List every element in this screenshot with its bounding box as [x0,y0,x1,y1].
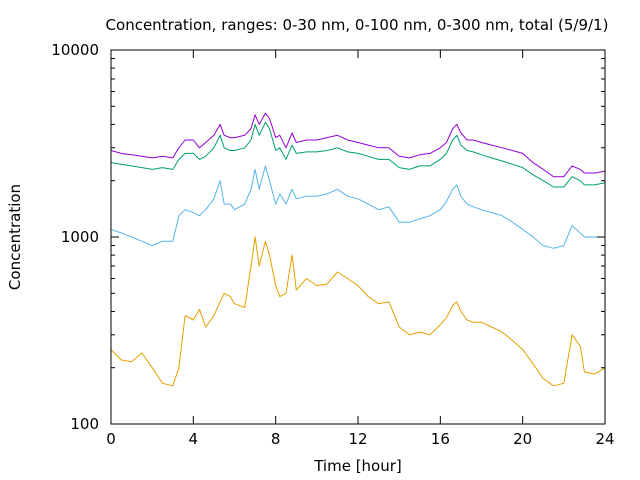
series-line-4 [110,236,606,387]
y-tick-label: 1000 [61,228,99,246]
series-layer [110,112,606,387]
y-tick-label: 100 [70,415,99,433]
series-line-1 [110,112,606,178]
y-axis-label: Concentration [6,184,24,290]
x-tick-label: 24 [595,430,614,448]
series-line-2 [110,121,606,188]
x-tick-label: 12 [348,430,367,448]
x-tick-label: 16 [431,430,450,448]
tick-layer: 0 4 8 12 16 20 24 100 1000 10000 [51,41,614,448]
x-tick-label: 8 [271,430,281,448]
chart-title: Concentration, ranges: 0-30 nm, 0-100 nm… [106,16,609,34]
x-tick-label: 4 [189,430,199,448]
x-tick-label: 0 [106,430,116,448]
x-axis-label: Time [hour] [313,457,402,475]
x-tick-label: 20 [513,430,532,448]
plot-frame [110,49,606,425]
series-line-3 [110,165,605,249]
y-tick-label: 10000 [51,41,99,59]
